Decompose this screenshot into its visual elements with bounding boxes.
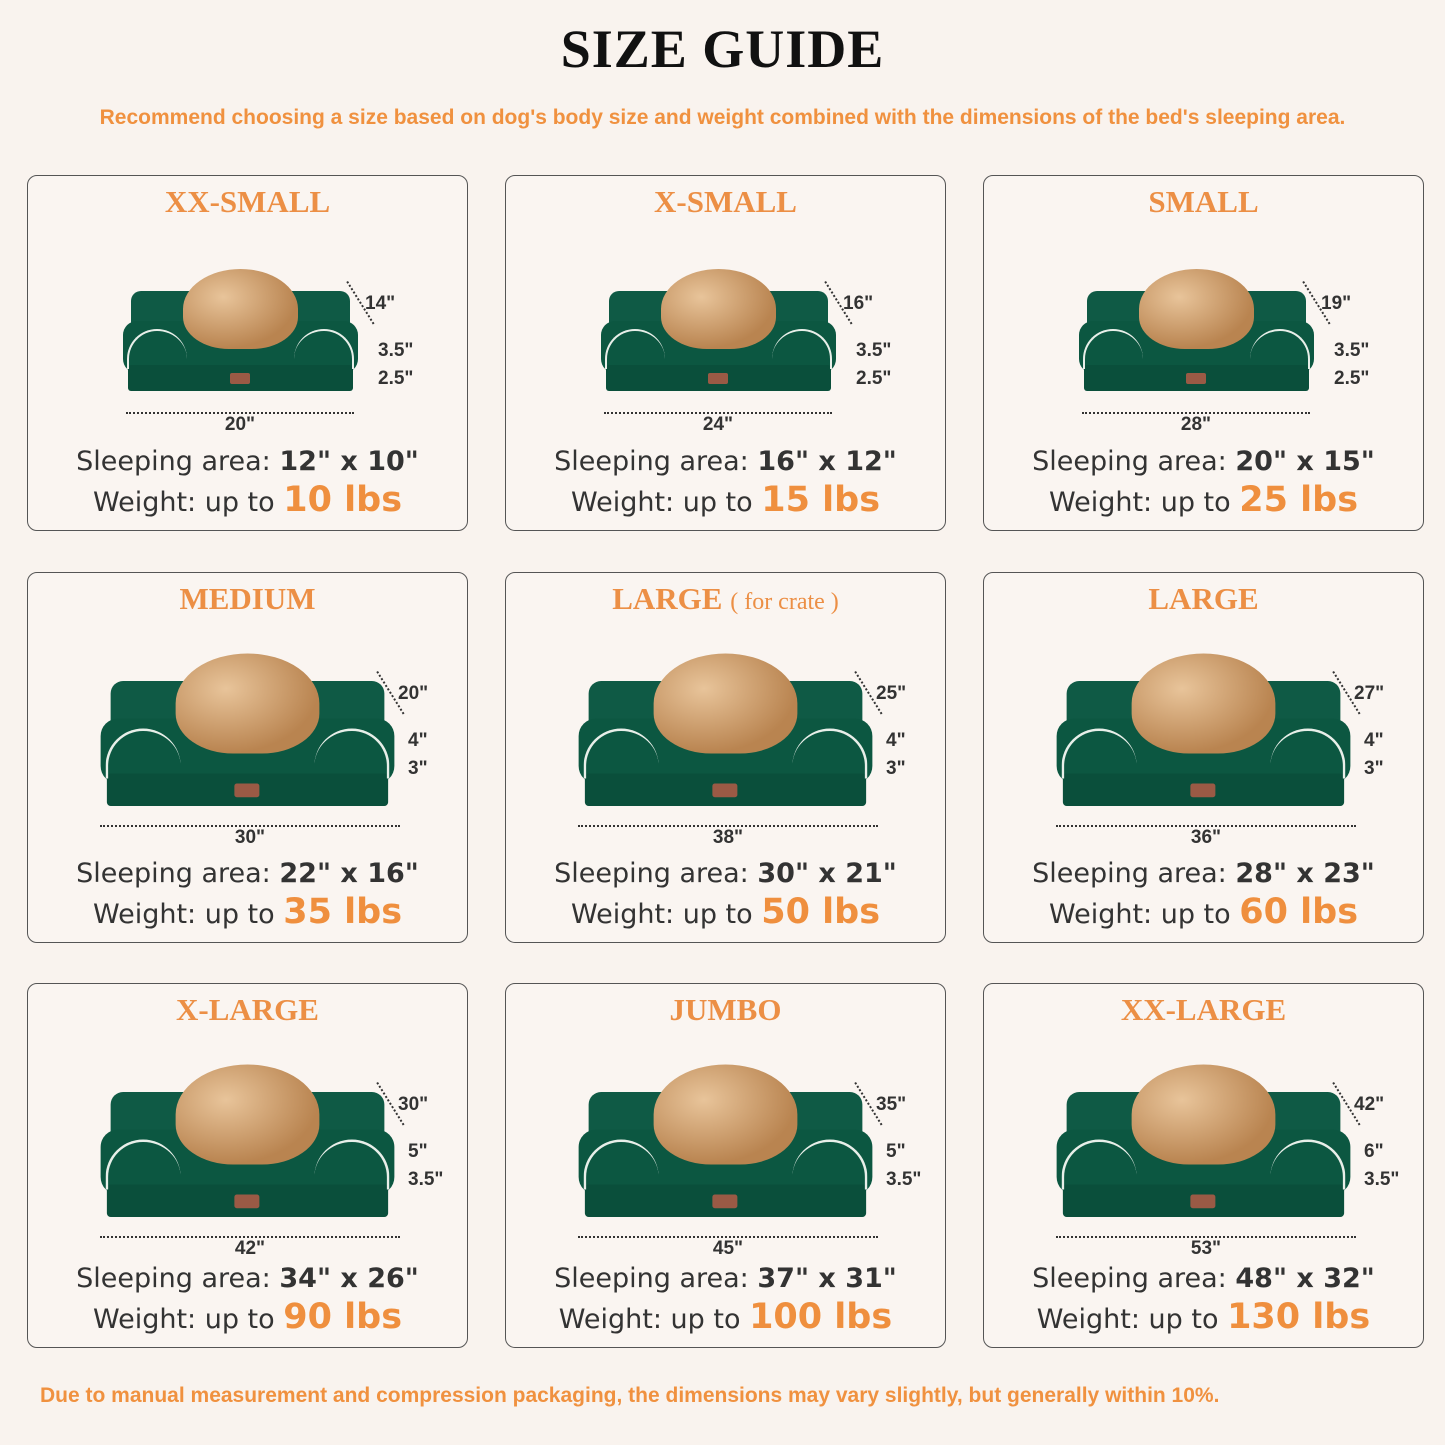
sleeping-area: Sleeping area: 16" x 12": [554, 446, 897, 477]
width-label: 20": [224, 414, 256, 435]
width-label: 38": [712, 827, 744, 848]
bolster-height-label: 3.5": [856, 340, 892, 361]
size-name: JUMBO: [669, 992, 782, 1027]
size-name: XX-SMALL: [164, 184, 331, 219]
width-label: 42": [234, 1238, 266, 1259]
base-height-label: 3": [886, 758, 906, 779]
size-name: X-SMALL: [654, 184, 797, 219]
width-label: 45": [712, 1238, 744, 1259]
width-label: 53": [1190, 1238, 1222, 1259]
base-height-label: 2.5": [378, 368, 414, 389]
size-name: LARGE ( for crate ): [612, 581, 839, 616]
pet-image: [661, 269, 776, 349]
pet-image: [1131, 1064, 1276, 1165]
pet-image: [653, 653, 798, 754]
brand-tag: [1190, 783, 1216, 798]
pet-image: [1139, 269, 1254, 349]
brand-tag: [1190, 1194, 1216, 1209]
weight-limit: Weight: up to 50 lbs: [570, 892, 881, 932]
pet-image: [183, 269, 298, 349]
sleeping-area: Sleeping area: 22" x 16": [76, 858, 419, 889]
weight-limit: Weight: up to 130 lbs: [1036, 1297, 1371, 1337]
brand-tag: [230, 373, 250, 384]
size-card: XX-SMALL 14" 3.5" 2.5" 20" Sleeping area…: [27, 175, 468, 531]
bolster-height-label: 5": [408, 1141, 428, 1162]
bolster-height-label: 4": [1364, 730, 1384, 751]
depth-label: 35": [876, 1094, 907, 1115]
subtitle: Recommend choosing a size based on dog's…: [99, 106, 1346, 129]
weight-limit: Weight: up to 90 lbs: [92, 1297, 403, 1337]
sleeping-area: Sleeping area: 30" x 21": [554, 858, 897, 889]
size-card: JUMBO 35" 5" 3.5" 45" Sleeping area: 37"…: [505, 983, 946, 1348]
pet-image: [175, 653, 320, 754]
brand-tag: [708, 373, 728, 384]
depth-label: 16": [843, 293, 874, 314]
base-height-label: 2.5": [1334, 368, 1370, 389]
base-height-label: 3.5": [886, 1169, 922, 1190]
weight-limit: Weight: up to 35 lbs: [92, 892, 403, 932]
base-height-label: 3.5": [408, 1169, 444, 1190]
weight-limit: Weight: up to 25 lbs: [1048, 480, 1359, 520]
width-label: 28": [1180, 414, 1212, 435]
weight-limit: Weight: up to 100 lbs: [558, 1297, 893, 1337]
bolster-height-label: 3.5": [378, 340, 414, 361]
base-height-label: 3": [408, 758, 428, 779]
size-name: SMALL: [1148, 184, 1259, 219]
bolster-height-label: 4": [408, 730, 428, 751]
bolster-height-label: 4": [886, 730, 906, 751]
sleeping-area: Sleeping area: 48" x 32": [1032, 1263, 1375, 1294]
depth-label: 20": [398, 683, 429, 704]
base-height-label: 3": [1364, 758, 1384, 779]
brand-tag: [234, 1194, 260, 1209]
depth-label: 42": [1354, 1094, 1385, 1115]
brand-tag: [712, 783, 738, 798]
pet-image: [653, 1064, 798, 1165]
pet-image: [1131, 653, 1276, 754]
depth-label: 25": [876, 683, 907, 704]
sleeping-area: Sleeping area: 28" x 23": [1032, 858, 1375, 889]
base-height-label: 2.5": [856, 368, 892, 389]
width-label: 30": [234, 827, 266, 848]
size-card: LARGE ( for crate ) 25" 4" 3" 38" Sleepi…: [505, 572, 946, 943]
pet-image: [175, 1064, 320, 1165]
size-name: XX-LARGE: [1120, 992, 1287, 1027]
size-name: LARGE: [1148, 581, 1259, 616]
sleeping-area: Sleeping area: 12" x 10": [76, 446, 419, 477]
page-title: SIZE GUIDE: [560, 19, 885, 79]
depth-label: 14": [365, 293, 396, 314]
depth-label: 19": [1321, 293, 1352, 314]
size-card: X-LARGE 30" 5" 3.5" 42" Sleeping area: 3…: [27, 983, 468, 1348]
base-height-label: 3.5": [1364, 1169, 1400, 1190]
width-label: 36": [1190, 827, 1222, 848]
brand-tag: [712, 1194, 738, 1209]
sleeping-area: Sleeping area: 37" x 31": [554, 1263, 897, 1294]
brand-tag: [234, 783, 260, 798]
size-card: SMALL 19" 3.5" 2.5" 28" Sleeping area: 2…: [983, 175, 1424, 531]
size-name: MEDIUM: [179, 581, 316, 616]
bolster-height-label: 5": [886, 1141, 906, 1162]
depth-label: 27": [1354, 683, 1385, 704]
size-card: X-SMALL 16" 3.5" 2.5" 24" Sleeping area:…: [505, 175, 946, 531]
bolster-height-label: 3.5": [1334, 340, 1370, 361]
sleeping-area: Sleeping area: 34" x 26": [76, 1263, 419, 1294]
weight-limit: Weight: up to 60 lbs: [1048, 892, 1359, 932]
size-card: LARGE 27" 4" 3" 36" Sleeping area: 28" x…: [983, 572, 1424, 943]
width-label: 24": [702, 414, 734, 435]
sleeping-area: Sleeping area: 20" x 15": [1032, 446, 1375, 477]
footer-note: Due to manual measurement and compressio…: [40, 1384, 1220, 1407]
size-name: X-LARGE: [176, 992, 319, 1027]
bolster-height-label: 6": [1364, 1141, 1384, 1162]
weight-limit: Weight: up to 15 lbs: [570, 480, 881, 520]
size-card: XX-LARGE 42" 6" 3.5" 53" Sleeping area: …: [983, 983, 1424, 1348]
depth-label: 30": [398, 1094, 429, 1115]
size-card: MEDIUM 20" 4" 3" 30" Sleeping area: 22" …: [27, 572, 468, 943]
brand-tag: [1186, 373, 1206, 384]
weight-limit: Weight: up to 10 lbs: [92, 480, 403, 520]
